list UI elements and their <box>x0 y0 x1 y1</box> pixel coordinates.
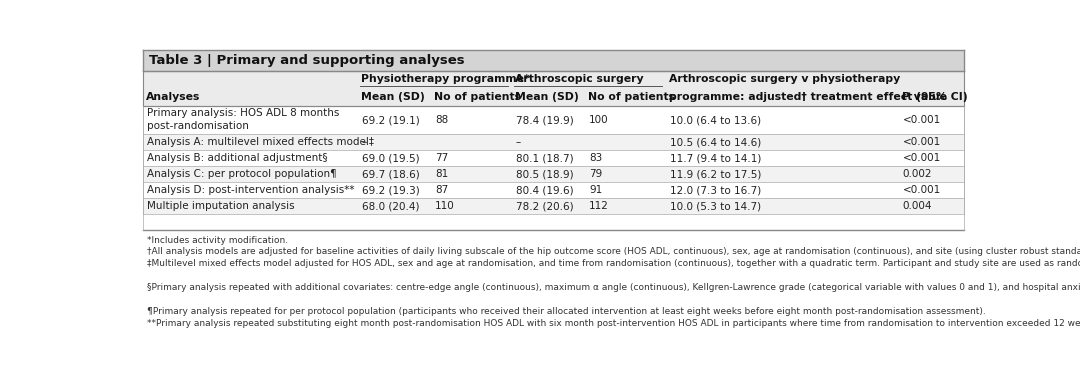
Text: Analysis D: post-intervention analysis**: Analysis D: post-intervention analysis** <box>147 185 354 195</box>
Text: *Includes activity modification.: *Includes activity modification. <box>147 236 288 244</box>
Bar <box>144 182 963 198</box>
Bar <box>144 198 963 214</box>
Text: <0.001: <0.001 <box>903 153 941 163</box>
Text: §Primary analysis repeated with additional covariates: centre-edge angle (contin: §Primary analysis repeated with addition… <box>147 283 1080 292</box>
Text: 69.2 (19.1): 69.2 (19.1) <box>362 116 419 125</box>
Text: –: – <box>515 137 521 147</box>
Text: Mean (SD): Mean (SD) <box>515 92 579 102</box>
Text: 69.2 (19.3): 69.2 (19.3) <box>362 185 419 195</box>
Bar <box>144 50 963 71</box>
Text: P value: P value <box>902 92 947 102</box>
Text: 87: 87 <box>435 185 448 195</box>
Text: 11.9 (6.2 to 17.5): 11.9 (6.2 to 17.5) <box>670 169 761 179</box>
Text: 78.2 (20.6): 78.2 (20.6) <box>515 201 573 211</box>
Text: 11.7 (9.4 to 14.1): 11.7 (9.4 to 14.1) <box>670 153 761 163</box>
Text: 10.0 (6.4 to 13.6): 10.0 (6.4 to 13.6) <box>670 116 760 125</box>
Text: No of patients: No of patients <box>434 92 522 102</box>
Text: 81: 81 <box>435 169 448 179</box>
Text: Analysis B: additional adjustment§: Analysis B: additional adjustment§ <box>147 153 327 163</box>
Text: Arthroscopic surgery: Arthroscopic surgery <box>515 74 644 84</box>
Text: ¶Primary analysis repeated for per protocol population (participants who receive: ¶Primary analysis repeated for per proto… <box>147 307 985 316</box>
Text: 77: 77 <box>435 153 448 163</box>
Bar <box>144 166 963 182</box>
Text: 80.5 (18.9): 80.5 (18.9) <box>515 169 573 179</box>
Bar <box>144 106 963 134</box>
Text: <0.001: <0.001 <box>903 137 941 147</box>
Text: No of patients: No of patients <box>589 92 675 102</box>
Text: 110: 110 <box>435 201 455 211</box>
Text: 12.0 (7.3 to 16.7): 12.0 (7.3 to 16.7) <box>670 185 761 195</box>
Text: 68.0 (20.4): 68.0 (20.4) <box>362 201 419 211</box>
Text: 69.7 (18.6): 69.7 (18.6) <box>362 169 419 179</box>
Text: Analyses: Analyses <box>146 92 200 102</box>
Text: 80.1 (18.7): 80.1 (18.7) <box>515 153 573 163</box>
Text: 112: 112 <box>589 201 609 211</box>
Text: Multiple imputation analysis: Multiple imputation analysis <box>147 201 295 211</box>
Text: Primary analysis: HOS ADL 8 months: Primary analysis: HOS ADL 8 months <box>147 107 339 117</box>
Text: 88: 88 <box>435 116 448 125</box>
Text: **Primary analysis repeated substituting eight month post-randomisation HOS ADL : **Primary analysis repeated substituting… <box>147 319 1080 328</box>
Text: 69.0 (19.5): 69.0 (19.5) <box>362 153 419 163</box>
Text: 91: 91 <box>589 185 603 195</box>
Text: 10.0 (5.3 to 14.7): 10.0 (5.3 to 14.7) <box>670 201 760 211</box>
Bar <box>144 134 963 150</box>
Text: post-randomisation: post-randomisation <box>147 121 248 131</box>
Text: 79: 79 <box>589 169 603 179</box>
Text: Mean (SD): Mean (SD) <box>361 92 424 102</box>
Text: Analysis C: per protocol population¶: Analysis C: per protocol population¶ <box>147 169 336 179</box>
Text: 10.5 (6.4 to 14.6): 10.5 (6.4 to 14.6) <box>670 137 761 147</box>
Text: 0.004: 0.004 <box>903 201 932 211</box>
Text: †All analysis models are adjusted for baseline activities of daily living subsca: †All analysis models are adjusted for ba… <box>147 248 1080 256</box>
Bar <box>144 71 963 106</box>
Text: 0.002: 0.002 <box>903 169 932 179</box>
Text: Arthroscopic surgery v physiotherapy: Arthroscopic surgery v physiotherapy <box>669 74 900 84</box>
Text: 83: 83 <box>589 153 603 163</box>
Text: <0.001: <0.001 <box>903 116 941 125</box>
Text: Table 3 | Primary and supporting analyses: Table 3 | Primary and supporting analyse… <box>149 54 464 67</box>
Text: –: – <box>362 137 367 147</box>
Bar <box>144 150 963 166</box>
Text: Analysis A: multilevel mixed effects model‡: Analysis A: multilevel mixed effects mod… <box>147 137 374 147</box>
Text: programme: adjusted† treatment effect (95% CI): programme: adjusted† treatment effect (9… <box>669 92 968 102</box>
Text: 78.4 (19.9): 78.4 (19.9) <box>515 116 573 125</box>
Text: <0.001: <0.001 <box>903 185 941 195</box>
Text: 80.4 (19.6): 80.4 (19.6) <box>515 185 573 195</box>
Text: 100: 100 <box>589 116 609 125</box>
Text: ‡Multilevel mixed effects model adjusted for HOS ADL, sex and age at randomisati: ‡Multilevel mixed effects model adjusted… <box>147 259 1080 268</box>
Text: Physiotherapy programme*: Physiotherapy programme* <box>361 74 529 84</box>
